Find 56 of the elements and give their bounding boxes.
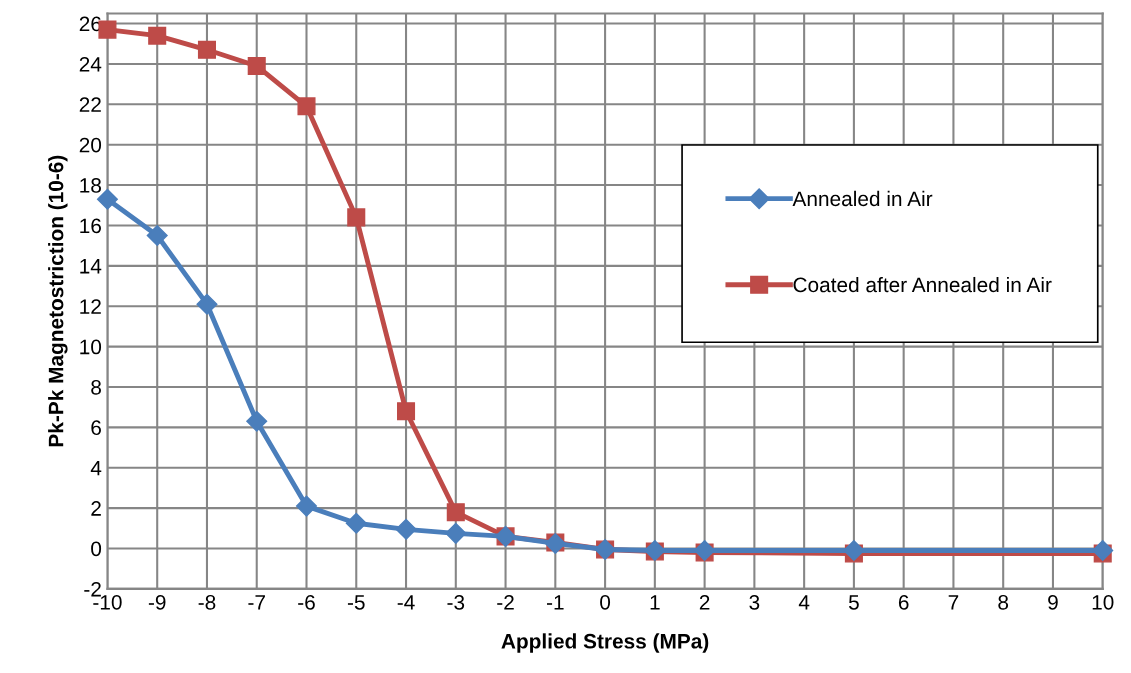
point	[297, 97, 316, 116]
point	[397, 402, 416, 421]
point	[295, 495, 318, 517]
x-tick-label: -7	[248, 595, 265, 610]
y-tick-label: 0	[91, 541, 102, 557]
x-tick-label: -6	[298, 594, 315, 610]
x-tick-label: 10	[1092, 594, 1114, 610]
point	[148, 26, 167, 45]
point	[843, 539, 865, 562]
legend-label: Annealed in Air	[792, 190, 933, 207]
x-tick-label: -3	[447, 594, 465, 610]
x-tick-label: 0	[600, 594, 611, 610]
x-tick-label: -8	[198, 594, 216, 610]
y-tick-label: 6	[91, 420, 101, 436]
y-tick-label: 4	[90, 460, 102, 476]
point	[247, 56, 266, 75]
y-tick-label: 24	[79, 56, 102, 72]
x-tick-label: 3	[749, 594, 760, 610]
y-tick-label: 10	[80, 339, 102, 355]
point	[345, 512, 367, 534]
point	[446, 503, 465, 522]
y-tick-label: 12	[80, 299, 101, 314]
x-tick-label: -10	[93, 594, 122, 610]
y-tick-label: 8	[91, 379, 101, 395]
y-axis-title: Pk-Pk Magnetostriction (10-6)	[48, 155, 68, 447]
point	[196, 293, 218, 315]
y-tick-label: 2	[91, 501, 101, 516]
y-tick-label: 22	[79, 97, 101, 112]
legend-label: Coated after Annealed in Air	[793, 276, 1052, 293]
x-tick-label: 6	[898, 594, 909, 610]
x-tick-label: -1	[546, 595, 564, 610]
x-tick-label: 2	[699, 594, 710, 610]
point	[395, 518, 417, 540]
x-tick-label: -2	[497, 594, 514, 610]
x-tick-label: 9	[1048, 594, 1058, 610]
point	[347, 208, 366, 227]
y-tick-label: 14	[80, 259, 102, 274]
point	[1092, 539, 1114, 562]
x-tick-label: 1	[650, 595, 660, 610]
y-tick-label: -2	[84, 581, 101, 597]
point	[445, 522, 467, 544]
point	[146, 225, 168, 247]
x-tick-label: 7	[948, 595, 959, 610]
x-tick-label: 4	[798, 595, 810, 610]
x-tick-label: -5	[347, 595, 365, 610]
y-tick-label: 16	[80, 218, 101, 234]
x-tick-label: -4	[397, 595, 415, 610]
point	[246, 410, 268, 432]
y-tick-label: 18	[80, 178, 101, 193]
y-tick-label: 20	[79, 137, 102, 153]
x-tick-label: -9	[148, 594, 166, 610]
x-tick-label: 8	[998, 594, 1009, 610]
x-axis-title: Applied Stress (MPa)	[501, 633, 709, 653]
point	[197, 40, 217, 59]
y-tick-label: 26	[79, 16, 101, 32]
x-tick-label: 5	[848, 595, 859, 610]
